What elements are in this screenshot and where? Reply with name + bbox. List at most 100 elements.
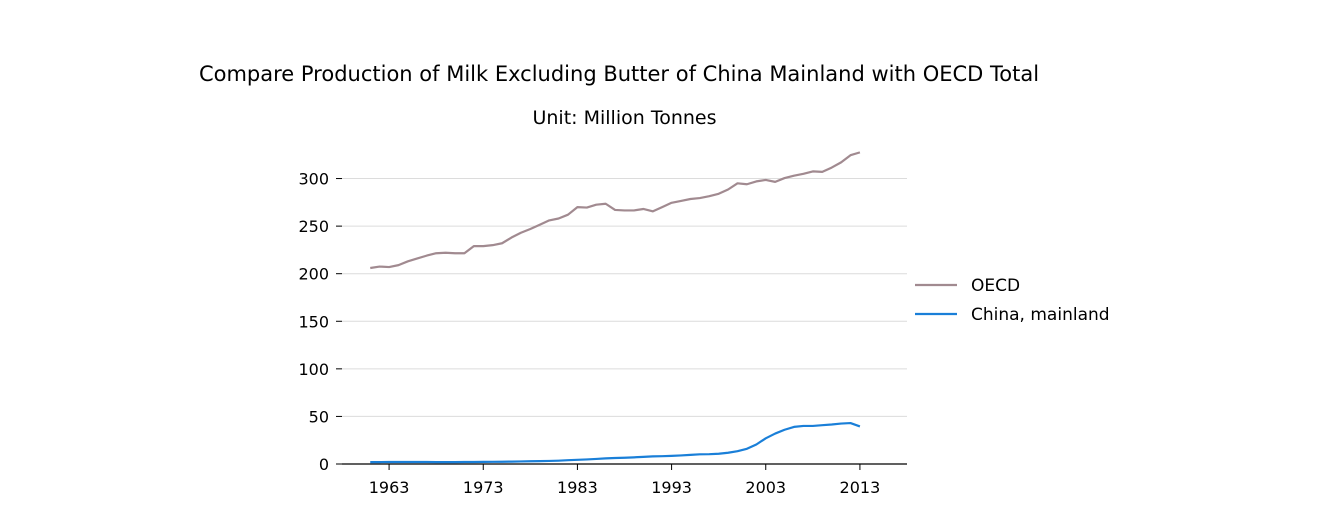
data-point xyxy=(718,193,720,195)
data-point xyxy=(388,461,390,463)
x-tick-label: 2013 xyxy=(840,478,881,497)
data-point xyxy=(595,458,597,460)
data-point xyxy=(435,252,437,254)
data-point xyxy=(737,450,739,452)
y-tick-label: 300 xyxy=(298,170,329,189)
data-point xyxy=(633,209,635,211)
series-line-0 xyxy=(370,151,861,270)
data-point xyxy=(784,177,786,179)
data-point xyxy=(416,461,418,463)
data-point xyxy=(652,455,654,457)
data-point xyxy=(511,461,513,463)
data-point xyxy=(624,457,626,459)
data-point xyxy=(520,232,522,234)
data-point xyxy=(727,452,729,454)
gridlines xyxy=(342,178,907,417)
data-point xyxy=(840,161,842,163)
data-point xyxy=(689,454,691,456)
data-point xyxy=(595,204,597,206)
data-point xyxy=(445,461,447,463)
data-point xyxy=(567,459,569,461)
data-point xyxy=(445,252,447,254)
data-point xyxy=(605,457,607,459)
data-point xyxy=(426,461,428,463)
data-point xyxy=(802,425,804,427)
data-point xyxy=(407,260,409,262)
data-point xyxy=(699,197,701,199)
data-point xyxy=(680,454,682,456)
y-tick-label: 0 xyxy=(319,455,329,474)
data-point xyxy=(840,423,842,425)
data-point xyxy=(482,245,484,247)
data-point xyxy=(661,455,663,457)
data-point xyxy=(737,182,739,184)
y-tick-label: 100 xyxy=(298,360,329,379)
legend: OECD China, mainland xyxy=(915,276,1110,325)
data-point xyxy=(511,237,513,239)
data-point xyxy=(821,171,823,173)
data-point xyxy=(520,460,522,462)
axes: 0 50 100 150 200 250 300 1963 1973 1983 1993 2003 20… xyxy=(298,170,907,497)
data-point xyxy=(850,422,852,424)
data-point xyxy=(558,460,560,462)
data-point xyxy=(718,453,720,455)
data-point xyxy=(492,244,494,246)
data-point xyxy=(831,167,833,169)
x-tick-label: 1993 xyxy=(651,478,692,497)
data-point xyxy=(689,198,691,200)
data-point xyxy=(708,453,710,455)
data-point xyxy=(501,461,503,463)
x-tick-label: 2003 xyxy=(745,478,786,497)
data-point xyxy=(671,202,673,204)
x-tick-label: 1983 xyxy=(557,478,598,497)
data-point xyxy=(765,179,767,181)
data-point xyxy=(680,200,682,202)
data-point xyxy=(369,267,371,269)
data-point xyxy=(463,252,465,254)
data-point xyxy=(746,448,748,450)
data-point xyxy=(746,183,748,185)
data-point xyxy=(426,255,428,257)
data-point xyxy=(398,461,400,463)
data-point xyxy=(463,461,465,463)
data-point xyxy=(558,218,560,220)
data-point xyxy=(435,461,437,463)
data-point xyxy=(755,443,757,445)
data-point xyxy=(671,455,673,457)
data-point xyxy=(784,429,786,431)
data-point xyxy=(765,437,767,439)
data-point xyxy=(454,461,456,463)
data-point xyxy=(454,252,456,254)
data-point xyxy=(614,209,616,211)
data-point xyxy=(586,207,588,209)
data-point xyxy=(529,460,531,462)
y-tick-label: 50 xyxy=(309,407,329,426)
data-point xyxy=(388,266,390,268)
data-point xyxy=(605,203,607,205)
data-point xyxy=(614,457,616,459)
data-point xyxy=(821,424,823,426)
data-point xyxy=(482,461,484,463)
data-point xyxy=(859,151,861,153)
legend-label: China, mainland xyxy=(971,305,1110,325)
data-point xyxy=(812,425,814,427)
data-point xyxy=(859,425,861,427)
data-point xyxy=(473,461,475,463)
data-point xyxy=(548,219,550,221)
data-point xyxy=(642,208,644,210)
data-point xyxy=(539,460,541,462)
y-tick-label: 150 xyxy=(298,312,329,331)
data-point xyxy=(812,170,814,172)
data-point xyxy=(416,257,418,259)
data-point xyxy=(567,214,569,216)
data-point xyxy=(586,458,588,460)
data-point xyxy=(576,459,578,461)
chart-title: Compare Production of Milk Excluding But… xyxy=(198,62,1040,86)
legend-label: OECD xyxy=(971,276,1020,296)
x-tick-label: 1973 xyxy=(463,478,504,497)
data-point xyxy=(774,181,776,183)
data-point xyxy=(793,175,795,177)
data-point xyxy=(539,224,541,226)
data-point xyxy=(529,228,531,230)
